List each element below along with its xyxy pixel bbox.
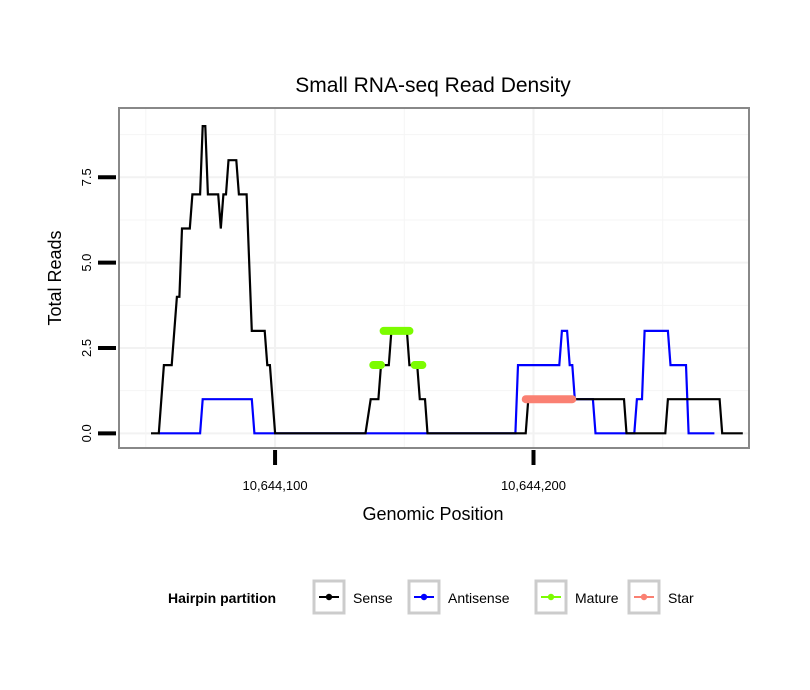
legend-key-point — [547, 593, 555, 601]
series-line-antisense — [158, 329, 715, 435]
x-tick-label: 10,644,200 — [501, 478, 566, 493]
y-tick-label: 0.0 — [79, 424, 94, 442]
legend: Hairpin partition Sense Antisense Mature St… — [168, 579, 694, 615]
legend-item-star: Star — [627, 579, 694, 615]
legend-key-point — [640, 593, 648, 601]
legend-label: Star — [668, 590, 694, 606]
legend-key-point — [325, 593, 333, 601]
legend-title: Hairpin partition — [168, 590, 276, 606]
x-tick-label: 10,644,100 — [243, 478, 308, 493]
series-layer — [151, 125, 743, 435]
legend-item-sense: Sense — [312, 579, 393, 615]
chart-title: Small RNA-seq Read Density — [295, 74, 571, 97]
legend-label: Sense — [353, 590, 393, 606]
legend-label: Antisense — [448, 590, 510, 606]
legend-item-antisense: Antisense — [407, 579, 510, 615]
x-axis-title: Genomic Position — [362, 504, 503, 524]
legend-label: Mature — [575, 590, 619, 606]
plot-panel — [118, 107, 750, 449]
legend-key-point — [420, 593, 428, 601]
y-tick-label: 7.5 — [79, 168, 94, 186]
x-axis: 10,644,100 10,644,200 — [243, 450, 566, 493]
y-tick-label: 2.5 — [79, 339, 94, 357]
y-tick-label: 5.0 — [79, 254, 94, 272]
y-axis-title: Total Reads — [45, 230, 65, 325]
y-axis: 0.0 2.5 5.0 7.5 — [79, 168, 116, 442]
legend-item-mature: Mature — [534, 579, 619, 615]
